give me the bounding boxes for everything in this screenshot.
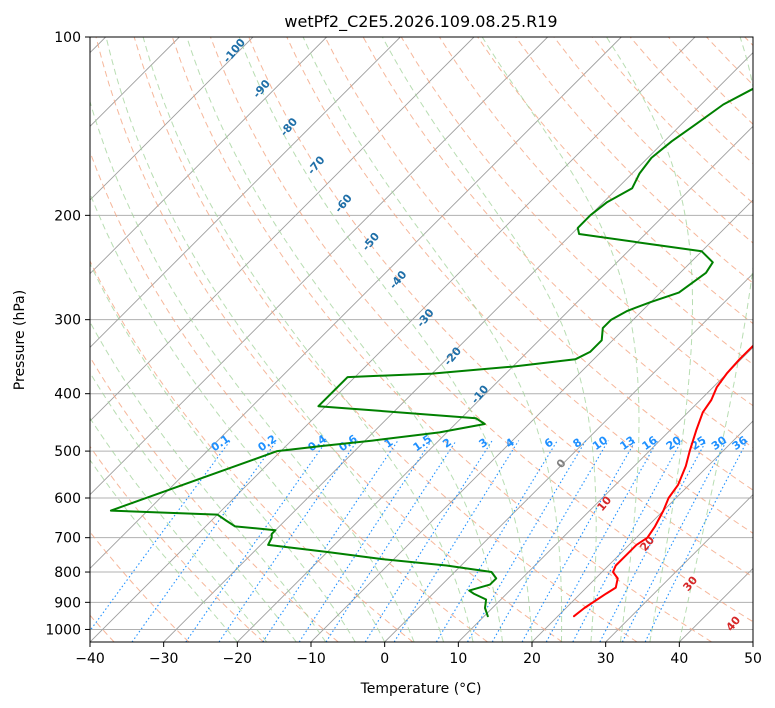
moist-adiabat-line xyxy=(142,37,474,642)
moist-adiabat-line xyxy=(381,37,597,642)
y-tick-label: 500 xyxy=(54,444,81,460)
isotherm-line xyxy=(90,37,622,569)
isotherm-line xyxy=(90,37,327,275)
moist-adiabat-line xyxy=(606,37,693,642)
moist-adiabat-line xyxy=(90,371,297,642)
plot-frame xyxy=(89,36,754,643)
moist-adiabat-line xyxy=(481,37,640,642)
isotherm-line xyxy=(90,37,548,496)
mixing-ratio-line xyxy=(545,440,659,642)
isotherm-line xyxy=(384,273,753,642)
isotherm-line xyxy=(163,52,753,642)
isotherm-line xyxy=(605,494,753,642)
isotherm-line xyxy=(90,37,254,201)
chart-title: wetPf2_C2E5.2026.109.08.25.R19 xyxy=(284,12,557,32)
x-tick-label: 50 xyxy=(744,651,762,667)
moist-adiabat-line xyxy=(90,417,268,642)
mixing-ratio-line xyxy=(435,440,558,642)
moist-adiabat-line xyxy=(186,37,503,642)
temperature-profile-line xyxy=(573,344,753,618)
y-tick-label: 400 xyxy=(54,387,81,403)
x-tick-label: −40 xyxy=(75,651,105,667)
mixing-ratio-line xyxy=(644,440,748,642)
x-tick-label: 0 xyxy=(380,651,389,667)
y-tick-label: 200 xyxy=(54,208,81,224)
isotherm-line xyxy=(237,125,753,642)
x-tick-label: 10 xyxy=(449,651,467,667)
dry-adiabat-line xyxy=(324,37,753,491)
y-axis: 100 200 300 400 500 600 700 800 900 1000 xyxy=(45,30,90,638)
x-tick-label: 20 xyxy=(523,651,541,667)
y-tick-label: 100 xyxy=(54,30,81,46)
mixing-ratio-line xyxy=(393,440,520,642)
moist-adiabat-line xyxy=(105,37,445,642)
mixing-ratio-line xyxy=(325,440,457,642)
isotherm-line xyxy=(90,37,696,642)
dry-adiabat-line xyxy=(90,356,339,642)
dry-adiabat-line xyxy=(210,37,753,623)
moist-adiabat-line xyxy=(90,262,356,642)
moist-adiabat-line xyxy=(302,37,563,642)
mixing-ratio-line xyxy=(262,440,399,642)
mixing-ratio-line xyxy=(298,440,432,642)
mixing-ratio-line xyxy=(185,440,328,642)
dry-adiabat-line xyxy=(171,37,712,642)
x-tick-label: −20 xyxy=(223,651,253,667)
moist-adiabat-line xyxy=(238,37,533,642)
dry-adiabat-line xyxy=(90,445,264,642)
x-tick-label: −30 xyxy=(149,651,179,667)
reference-lines xyxy=(90,37,753,642)
x-tick-label: −10 xyxy=(296,651,326,667)
y-tick-label: 700 xyxy=(54,531,81,547)
isotherm-line xyxy=(458,346,753,642)
y-tick-label: 900 xyxy=(54,595,81,611)
y-tick-label: 300 xyxy=(54,313,81,329)
dry-adiabat-line xyxy=(95,37,563,642)
dewpoint-profile-line xyxy=(109,87,753,618)
x-axis: −40 −30 −20 −10 0 10 20 30 40 50 xyxy=(75,642,762,667)
moist-adiabat-line xyxy=(90,321,327,642)
mixing-ratio-line xyxy=(572,440,683,642)
mixing-ratio-line xyxy=(491,440,609,642)
sounding-series xyxy=(109,87,753,618)
y-tick-label: 600 xyxy=(54,491,81,507)
mixing-ratio-line xyxy=(90,440,231,632)
isotherm-line xyxy=(90,37,401,348)
gridlines xyxy=(90,37,753,630)
x-tick-label: 40 xyxy=(670,651,688,667)
mixing-ratio-line xyxy=(467,440,587,642)
y-tick-label: 800 xyxy=(54,565,81,581)
moist-adiabat-line xyxy=(90,459,238,642)
mixing-ratio-line xyxy=(364,440,493,642)
mixing-ratio-line xyxy=(131,440,278,642)
isotherm-line xyxy=(90,37,475,422)
dry-adiabat-line xyxy=(248,37,753,578)
y-tick-label: 1000 xyxy=(45,622,81,638)
dry-adiabat-line xyxy=(90,259,414,642)
dry-adiabat-line xyxy=(515,37,753,284)
moist-adiabat-line xyxy=(90,192,386,642)
moist-adiabat-line xyxy=(90,99,415,642)
dry-adiabat-line xyxy=(133,37,638,642)
mixing-ratio-line xyxy=(521,440,637,642)
isotherm-line xyxy=(531,420,753,642)
y-axis-title: Pressure (hPa) xyxy=(12,290,28,390)
moist-adiabat-line xyxy=(678,37,753,642)
x-axis-title: Temperature (°C) xyxy=(360,681,482,697)
x-tick-label: 30 xyxy=(597,651,615,667)
dry-adiabat-line xyxy=(286,37,753,534)
